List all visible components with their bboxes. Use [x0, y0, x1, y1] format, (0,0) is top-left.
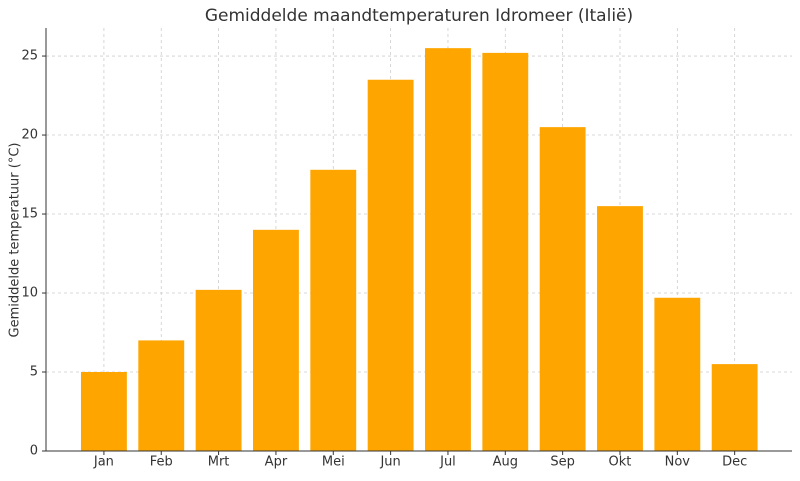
x-tick-label: Nov	[665, 455, 691, 470]
chart-title: Gemiddelde maandtemperaturen Idromeer (I…	[205, 6, 633, 26]
x-tick-label: Sep	[550, 455, 575, 470]
y-tick-label: 5	[30, 365, 38, 380]
x-tick-label: Apr	[265, 455, 288, 470]
x-tick-label: Jun	[379, 455, 400, 470]
bar	[597, 206, 643, 451]
y-axis-label: Gemiddelde temperatuur (°C)	[8, 143, 23, 338]
y-tick-label: 15	[21, 207, 38, 222]
x-tick-label: Okt	[609, 455, 632, 470]
x-tick-label: Jan	[93, 455, 114, 470]
y-tick-label: 0	[30, 444, 38, 459]
y-tick-label: 10	[21, 286, 38, 301]
bar	[138, 340, 185, 451]
x-tick-label: Mrt	[208, 455, 230, 470]
y-tick-label: 25	[21, 49, 38, 64]
x-tick-label: Mei	[322, 455, 345, 470]
bar	[425, 48, 471, 452]
bar	[539, 127, 586, 451]
bar	[310, 169, 357, 451]
bar	[654, 297, 701, 451]
y-tick-label: 20	[21, 128, 38, 143]
bar	[80, 372, 127, 451]
bar	[367, 79, 414, 451]
bar	[711, 364, 758, 451]
x-tick-label: Jul	[439, 455, 456, 470]
bar	[482, 52, 529, 451]
bar	[195, 289, 242, 451]
x-tick-label: Dec	[722, 455, 747, 470]
x-tick-label: Aug	[493, 455, 518, 470]
bar	[252, 229, 299, 451]
x-tick-label: Feb	[150, 455, 173, 470]
